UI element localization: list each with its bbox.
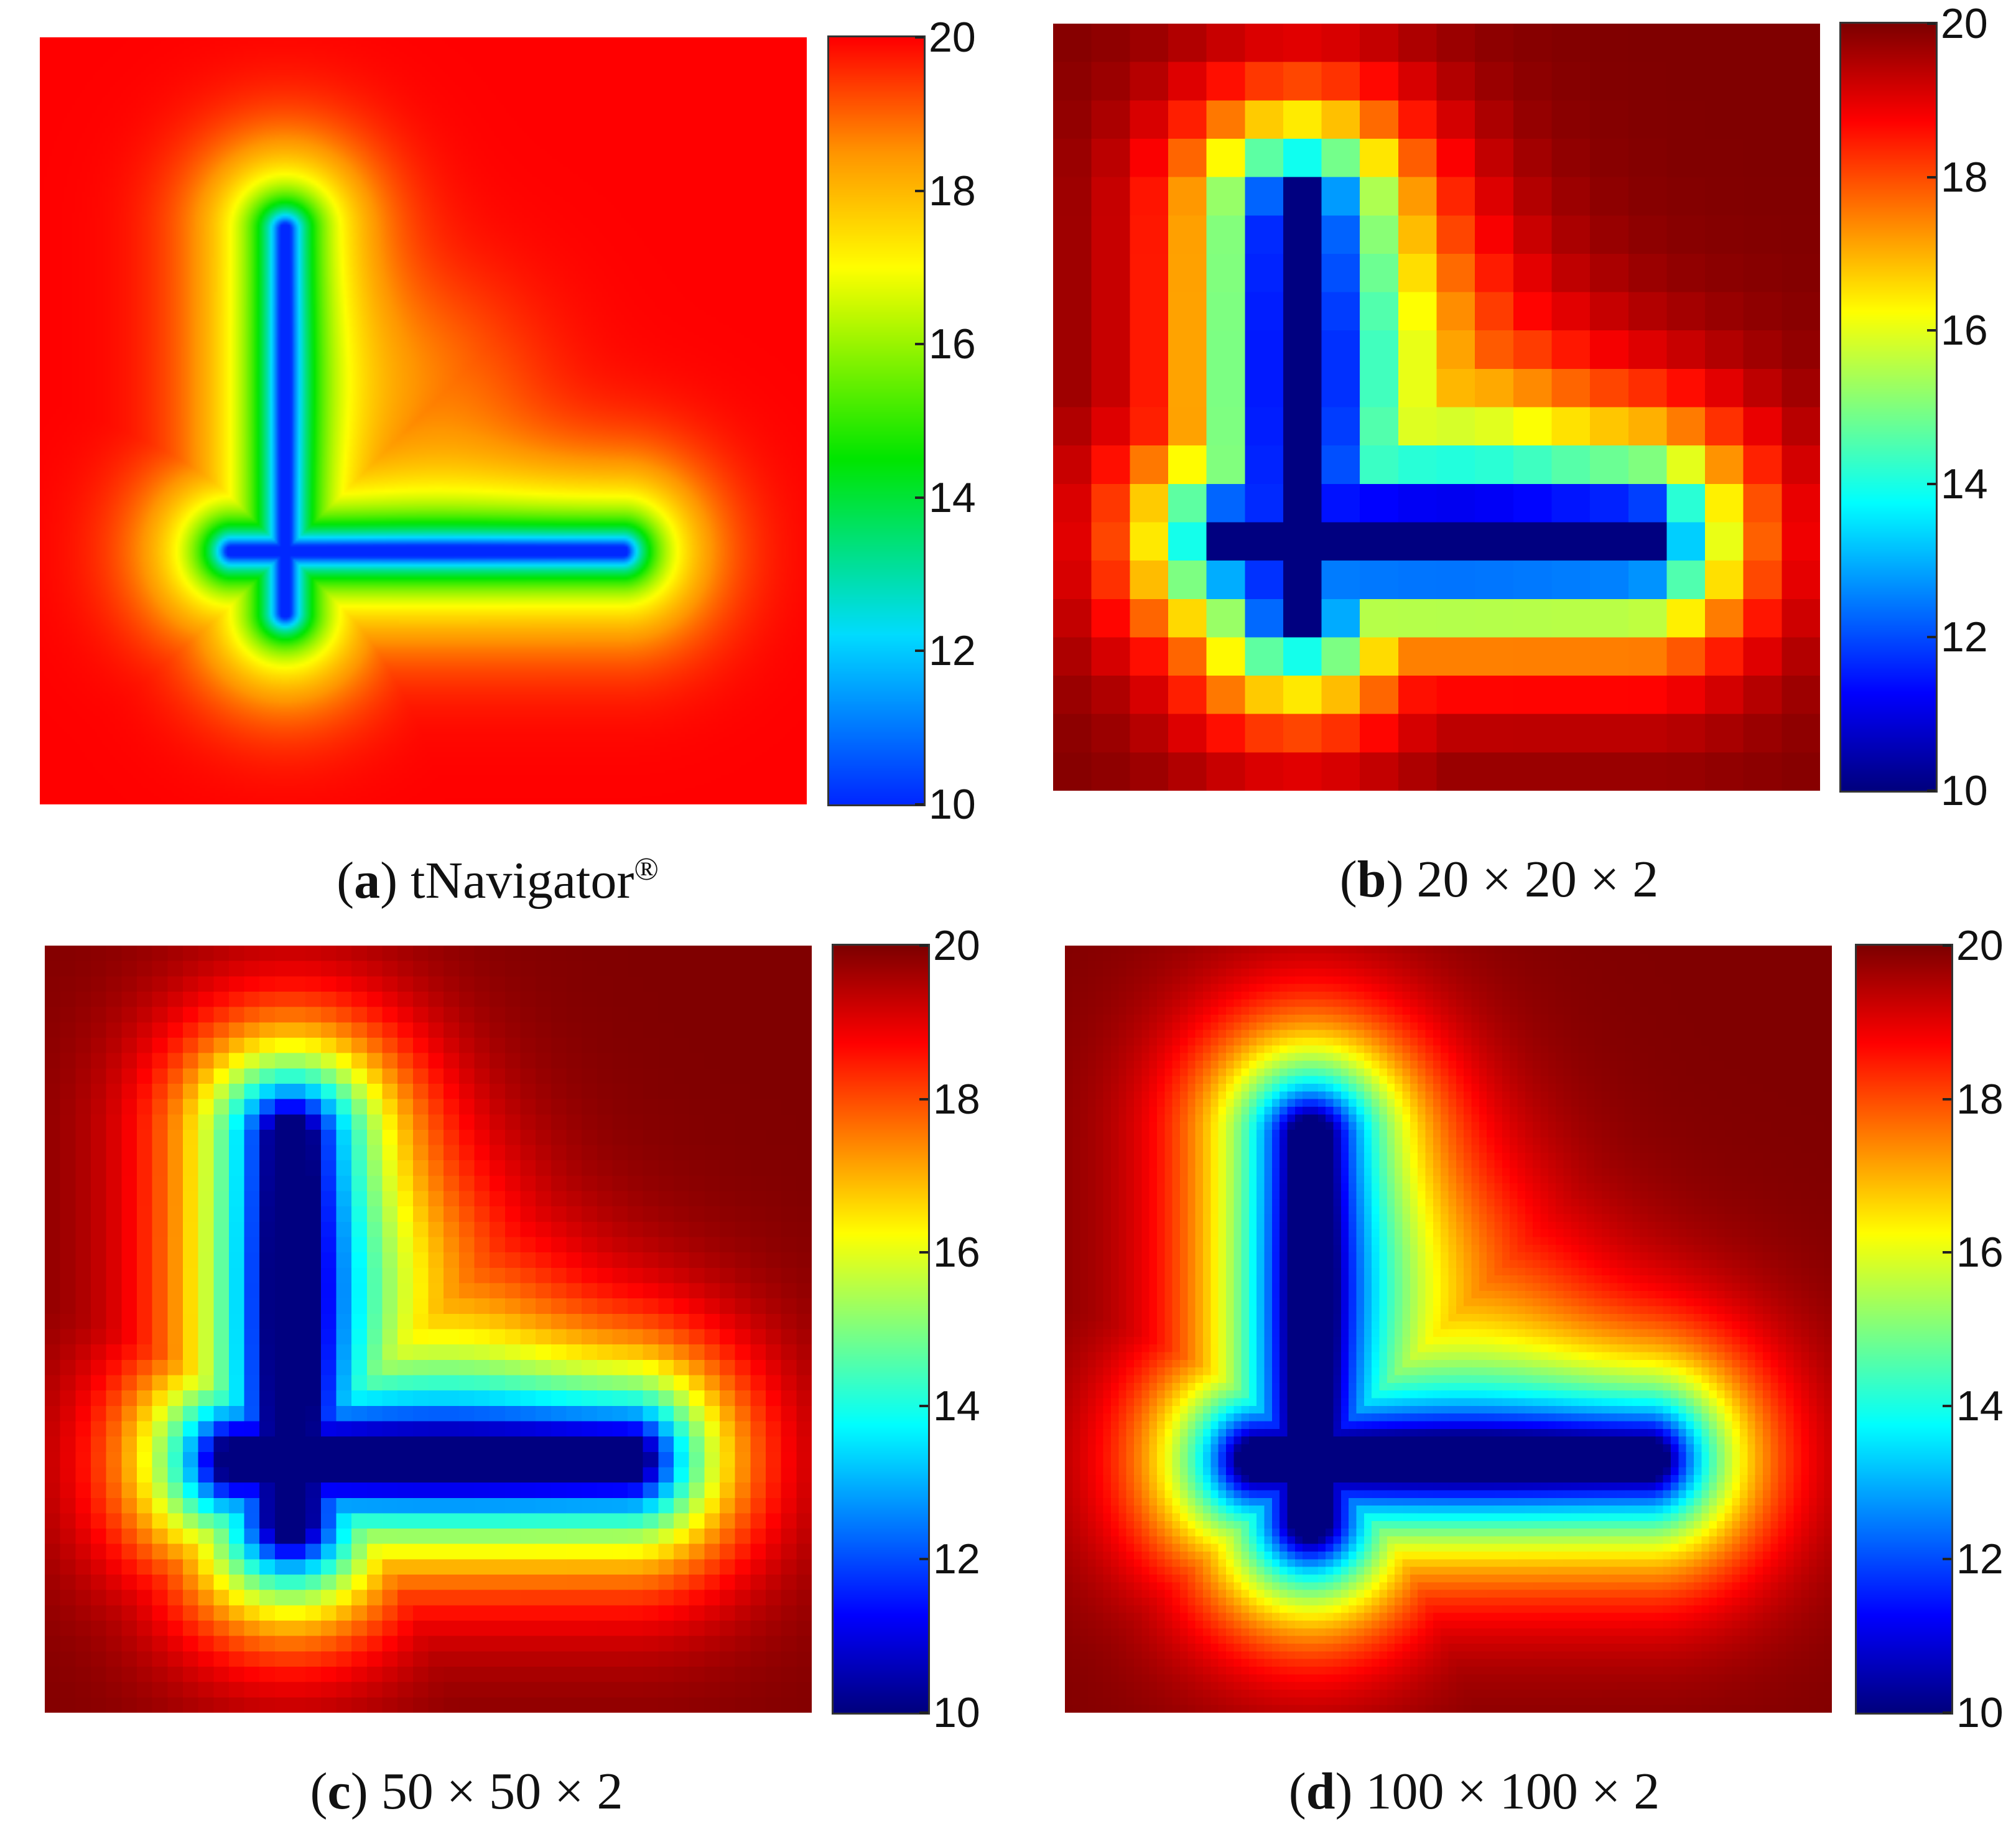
colorbar-tick-label: 18: [933, 1075, 980, 1123]
heatmap-d: [1065, 946, 1832, 1713]
colorbar-a: [827, 35, 926, 806]
colorbar-tick-label: 12: [1956, 1535, 2004, 1583]
colorbar-tick-label: 16: [933, 1229, 980, 1277]
colorbar-tick: [915, 803, 924, 806]
colorbar-tick-label: 18: [929, 167, 976, 215]
colorbar-tick-label: 20: [933, 922, 980, 969]
colorbar-tick-label: 18: [1956, 1075, 2004, 1123]
colorbar-tick-label: 14: [933, 1382, 980, 1430]
colorbar-tick: [919, 944, 928, 947]
colorbar-tick: [1927, 482, 1936, 485]
colorbar-tick-label: 10: [1956, 1689, 2004, 1736]
colorbar-tick: [915, 36, 924, 39]
colorbar-tick: [1927, 789, 1936, 792]
colorbar-tick-label: 20: [1941, 0, 1988, 47]
colorbar-tick-label: 10: [929, 781, 976, 828]
colorbar-tick-label: 12: [929, 627, 976, 675]
colorbar-tick: [1943, 1711, 1951, 1714]
colorbar-tick: [1927, 636, 1936, 639]
colorbar-tick: [915, 189, 924, 192]
colorbar-tick-label: 10: [933, 1689, 980, 1736]
colorbar-tick-label: 10: [1941, 767, 1988, 814]
caption-b: (b) 20 × 20 × 2: [1339, 850, 1659, 908]
heatmap-a: [40, 37, 807, 804]
colorbar-tick: [1927, 175, 1936, 179]
heatmap-b: [1053, 24, 1820, 791]
colorbar-tick-label: 14: [1941, 460, 1988, 508]
colorbar-c: [832, 944, 930, 1715]
colorbar-tick: [1927, 22, 1936, 25]
colorbar-tick: [919, 1097, 928, 1101]
colorbar-d: [1855, 944, 1953, 1715]
colorbar-tick: [1943, 944, 1951, 947]
colorbar-tick: [1943, 1558, 1951, 1561]
caption-c: (c) 50 × 50 × 2: [310, 1762, 623, 1820]
colorbar-tick: [1927, 329, 1936, 332]
colorbar-tick-label: 16: [929, 320, 976, 368]
colorbar-tick: [1943, 1404, 1951, 1407]
colorbar-tick-label: 20: [929, 14, 976, 61]
colorbar-tick-label: 14: [1956, 1382, 2004, 1430]
colorbar-tick: [915, 649, 924, 653]
colorbar-tick: [919, 1251, 928, 1254]
colorbar-tick: [919, 1404, 928, 1407]
colorbar-tick-label: 20: [1956, 922, 2004, 969]
caption-d: (d) 100 × 100 × 2: [1288, 1762, 1660, 1820]
colorbar-tick: [919, 1711, 928, 1714]
colorbar-tick-label: 12: [1941, 613, 1988, 661]
colorbar-tick-label: 16: [1956, 1229, 2004, 1277]
caption-a: (a) tNavigator®: [337, 852, 659, 910]
colorbar-tick: [1943, 1251, 1951, 1254]
colorbar-tick: [919, 1558, 928, 1561]
colorbar-tick-label: 18: [1941, 153, 1988, 201]
colorbar-tick-label: 12: [933, 1535, 980, 1583]
colorbar-tick: [915, 496, 924, 499]
colorbar-tick: [915, 343, 924, 346]
heatmap-c: [45, 946, 812, 1713]
colorbar-tick: [1943, 1097, 1951, 1101]
colorbar-tick-label: 14: [929, 473, 976, 521]
colorbar-tick-label: 16: [1941, 307, 1988, 355]
colorbar-b: [1839, 22, 1938, 793]
